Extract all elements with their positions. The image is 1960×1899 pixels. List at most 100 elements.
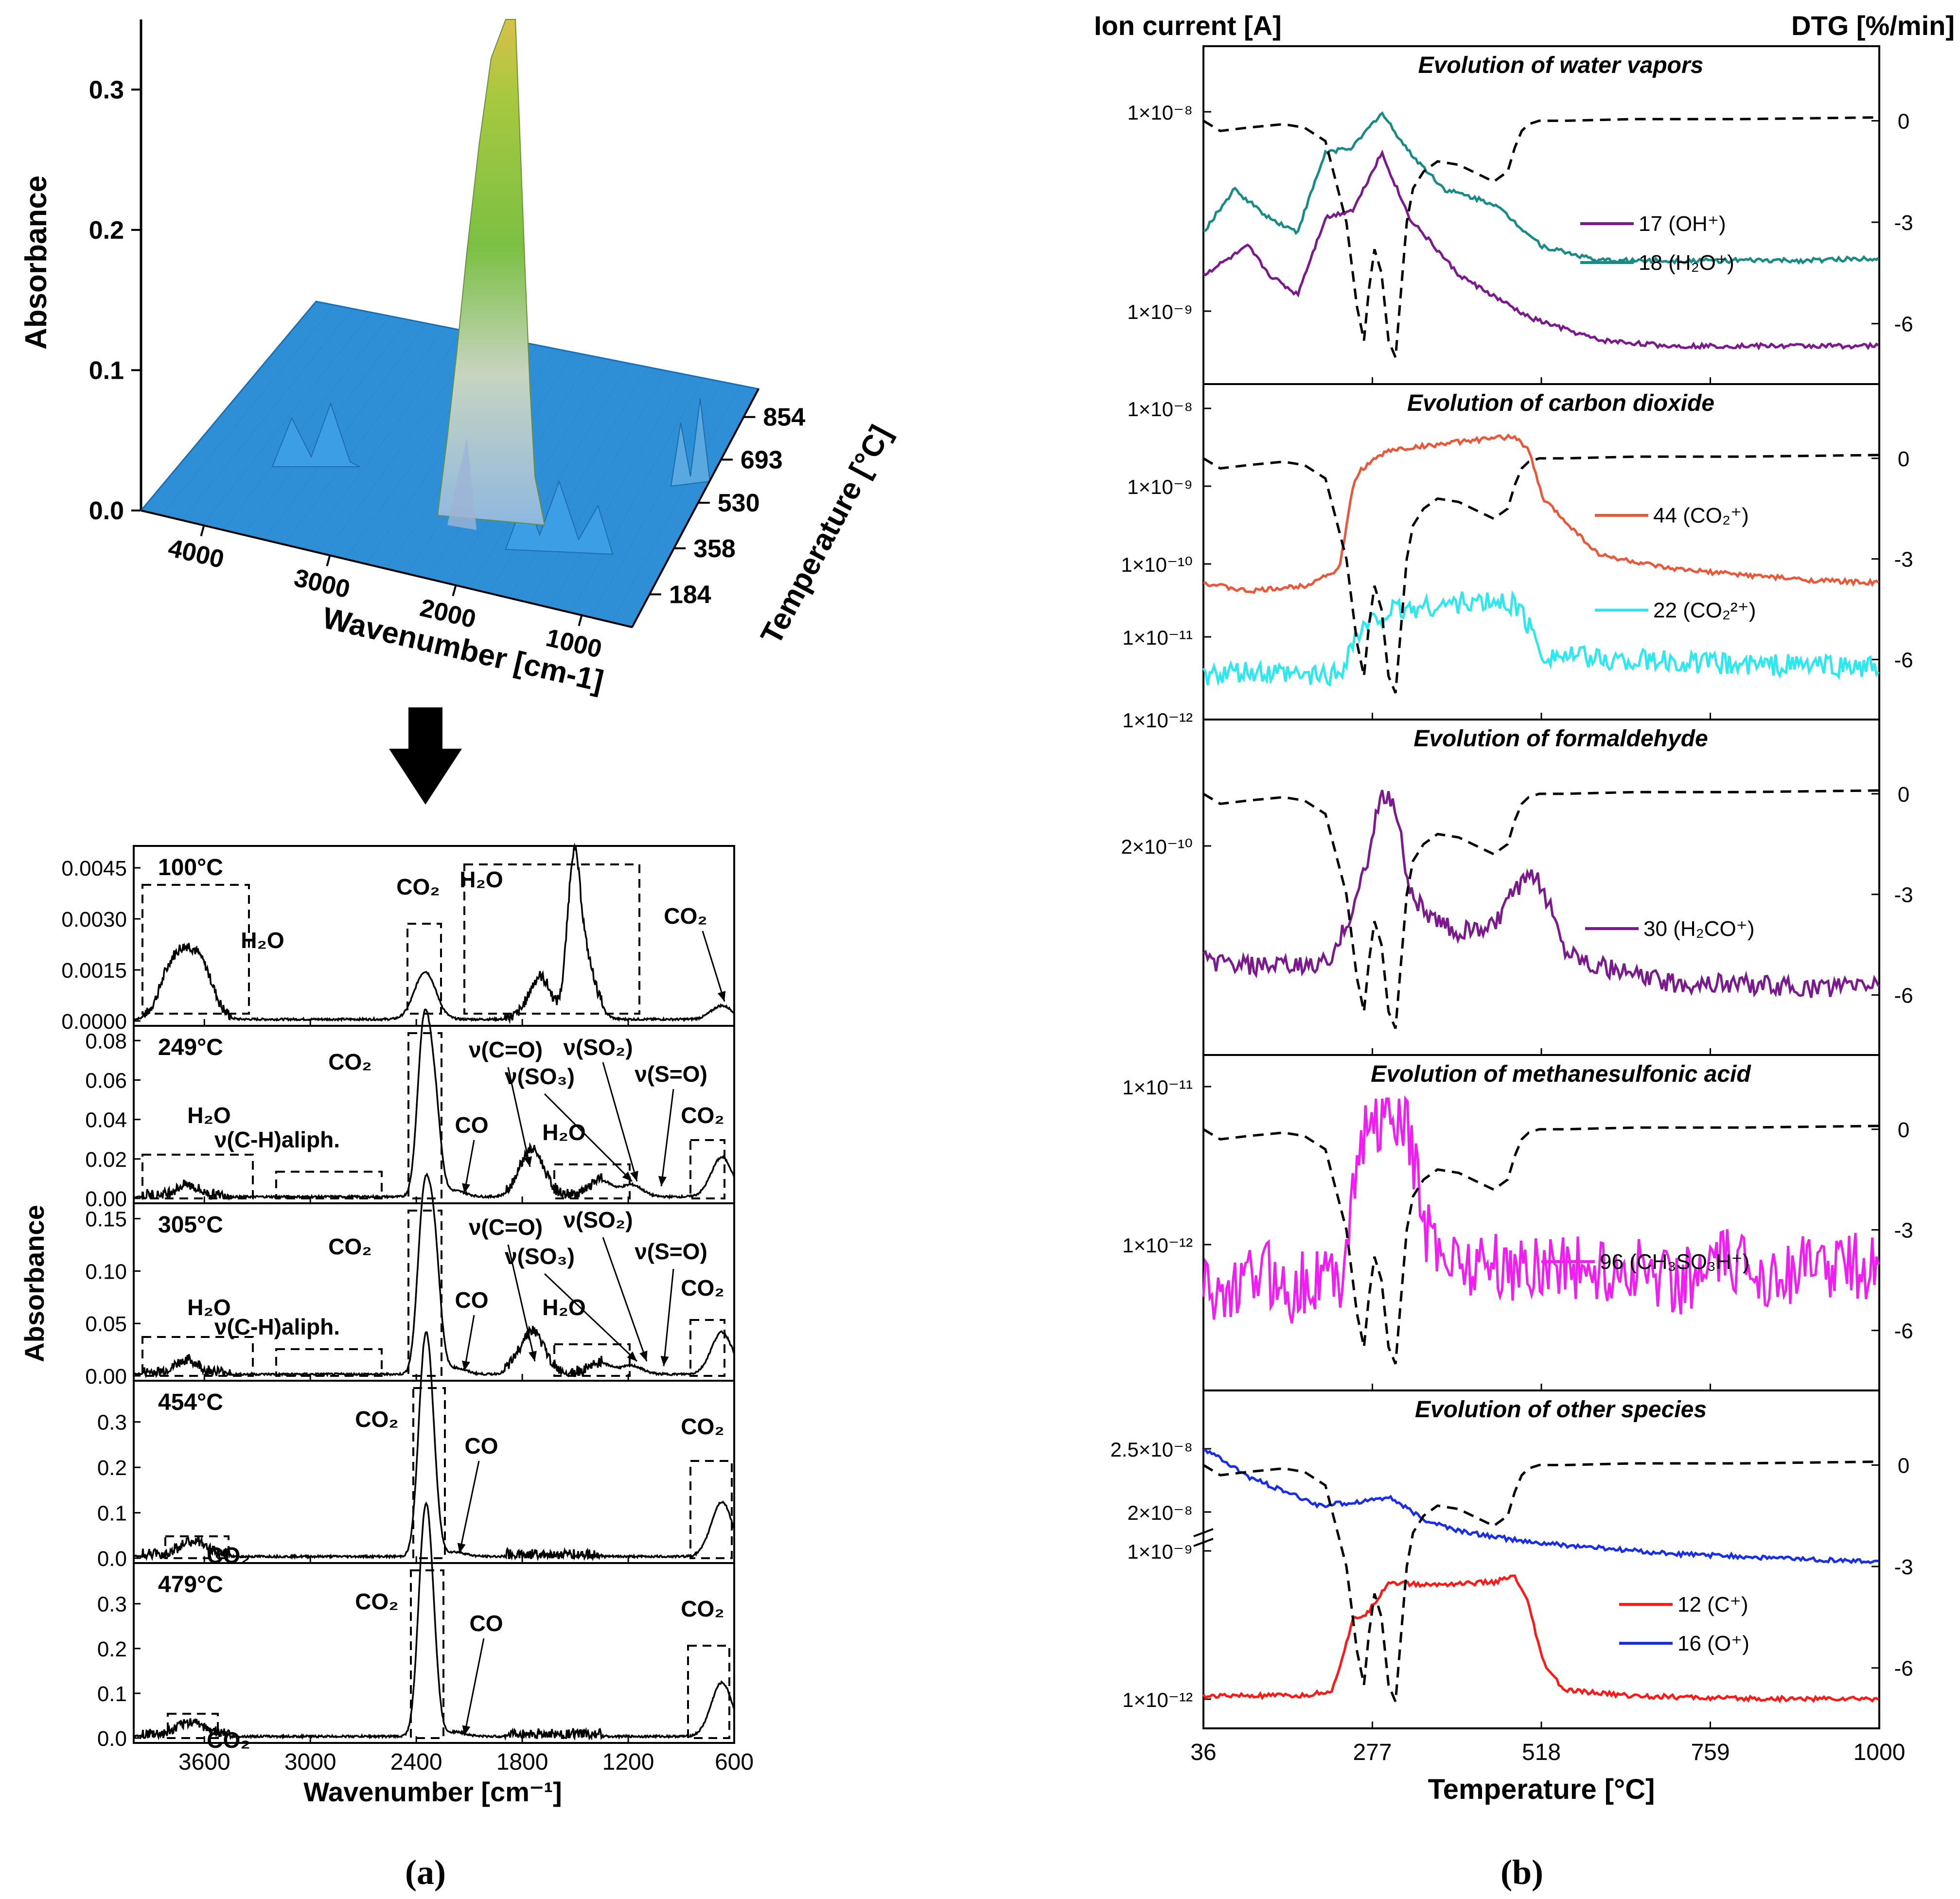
band-annotation: H₂O [542, 1295, 585, 1320]
y-tick-label: 0.0000 [61, 1010, 127, 1034]
annotation-arrow [663, 1268, 674, 1367]
annotation-arrowhead [627, 1351, 637, 1361]
panel-label-b: (b) [1501, 1853, 1543, 1892]
z-tick-label: 0.0 [89, 497, 124, 525]
surface-streak [304, 330, 464, 550]
y-tick-label: 0.0030 [61, 908, 127, 932]
band-annotation: H₂O [187, 1103, 230, 1128]
band-annotation: ν(SO₃) [505, 1064, 575, 1089]
spectrum-line [133, 1008, 735, 1201]
annotation-arrow [602, 1237, 648, 1362]
temperature-label: 305°C [158, 1212, 223, 1238]
dtg-tick-label: -3 [1894, 1219, 1913, 1243]
left-axis-label: Ion current [A] [1094, 10, 1282, 41]
panel-title: Evolution of water vapors [1418, 53, 1704, 78]
dtg-tick-label: 0 [1898, 1118, 1909, 1142]
x-tick-label: 3000 [291, 563, 353, 604]
y-tick-label: 0.04 [85, 1108, 127, 1132]
band-annotation: CO₂ [207, 1543, 250, 1568]
y-tick-label: 0.0015 [61, 959, 127, 983]
y-tick-label: 1×10⁻⁹ [1127, 1540, 1193, 1563]
panel-frame [133, 1562, 735, 1744]
y-tick-label: 1×10⁻¹¹ [1122, 626, 1193, 649]
surface-streak [202, 312, 372, 526]
panel-label-a: (a) [405, 1853, 446, 1892]
dtg-tick-label: -6 [1894, 1657, 1913, 1681]
temperature-axis-line [631, 388, 759, 628]
band-annotation: CO₂ [328, 1049, 371, 1074]
x-tick-label: 1000 [1854, 1740, 1906, 1765]
y-tick-label: 0.05 [85, 1312, 127, 1336]
annotation-arrowhead [462, 1725, 471, 1736]
band-annotation: H₂O [187, 1295, 230, 1320]
panel-frame [1202, 1054, 1880, 1391]
z-axis-label: Absorbance [19, 176, 53, 350]
band-annotation: CO₂ [681, 1103, 724, 1128]
surface-streak [488, 363, 630, 594]
band-annotation: ν(C=O) [469, 1037, 543, 1062]
band-region-box [164, 1535, 230, 1559]
surface-streak [550, 374, 685, 608]
x-tick-label: 277 [1353, 1740, 1392, 1765]
x-axis-label: Wavenumber [cm⁻¹] [303, 1776, 562, 1807]
annotation-arrow [507, 1244, 536, 1362]
y-tick-label: 1×10⁻¹² [1122, 1688, 1193, 1711]
ftir-3d-surface-chart: 0.00.10.20.3 Absorbance 4000300020001000… [19, 19, 898, 698]
ftir-panel-305C: 0.000.050.100.15 305°CH₂Oν(C-H)aliph.CO₂C… [85, 1172, 735, 1389]
y-tick-label: 1×10⁻¹² [1122, 709, 1193, 732]
panel-frame [1202, 719, 1880, 1056]
band-annotation: H₂O [542, 1120, 585, 1145]
band-region-box [412, 1387, 446, 1559]
y-tick-label: 0.08 [85, 1029, 127, 1053]
y-tick-label: 0.0 [97, 1727, 127, 1751]
band-region-box [410, 1569, 444, 1739]
y-tick-label: 1×10⁻⁸ [1128, 101, 1193, 124]
temperature-label: 479°C [158, 1572, 223, 1598]
annotation-arrowhead [717, 991, 726, 1002]
ftir-panel-100C: 0.0000 0.0015 0.0030 0.0045 100°C H₂O CO₂ H₂O CO… [61, 843, 735, 1034]
surface-streak [263, 323, 427, 540]
band-region-box [141, 1336, 254, 1377]
surface-streak [283, 327, 446, 545]
annotation-arrowhead [630, 1171, 638, 1181]
dtg-tick-label: -3 [1894, 548, 1913, 572]
z-tick-label: 0.2 [89, 216, 124, 245]
annotation-arrow [507, 1067, 531, 1167]
ftir-panel-479C: 0.0 0.1 0.2 0.3 479°C CO₂ CO CO₂ CO₂ [97, 1501, 735, 1753]
surface-streak [529, 370, 667, 603]
annotation-arrowhead [462, 1360, 470, 1371]
surface-streak [222, 316, 390, 530]
annotation-arrow [544, 1273, 638, 1362]
band-annotation: CO₂ [664, 903, 707, 929]
axis-break-mark [1193, 1528, 1214, 1547]
dtg-tick-label: -3 [1894, 211, 1913, 235]
band-annotation: CO₂ [681, 1275, 724, 1301]
band-region-box [275, 1348, 383, 1377]
annotation-arrowhead [660, 1355, 669, 1366]
legend-label: 22 (CO₂²⁺) [1653, 598, 1756, 622]
spectrum-line [133, 1331, 735, 1562]
band-annotation: ν(S=O) [635, 1061, 707, 1087]
co2-side-bump-3d [670, 398, 711, 487]
annotation-arrowhead [658, 1176, 667, 1186]
y-tick-label: 0.3 [97, 1411, 127, 1435]
temperature-label: 249°C [158, 1035, 223, 1060]
dtg-tick-label: -6 [1894, 313, 1913, 336]
band-annotation: CO₂ [355, 1407, 398, 1432]
right-axis-label: DTG [%/min] [1791, 10, 1955, 41]
dtg-tick-label: 0 [1898, 447, 1909, 471]
dtg-tick-label: -6 [1894, 984, 1913, 1008]
spectrum-line [133, 1172, 735, 1379]
x-tick-label: 759 [1691, 1740, 1730, 1765]
x-tick-label: 1200 [602, 1749, 654, 1775]
y-tick-label: 1×10⁻⁹ [1127, 300, 1193, 323]
annotation-arrow [463, 1638, 485, 1736]
band-annotation: CO₂ [328, 1234, 371, 1259]
band-region-box [275, 1171, 383, 1199]
x-tick-label: 4000 [165, 534, 227, 574]
co2-main-peak-3d [437, 19, 546, 526]
y-tick-label: 0.2 [97, 1637, 127, 1661]
ion-current-line [1202, 590, 1880, 687]
ion-current-line [1203, 111, 1880, 265]
